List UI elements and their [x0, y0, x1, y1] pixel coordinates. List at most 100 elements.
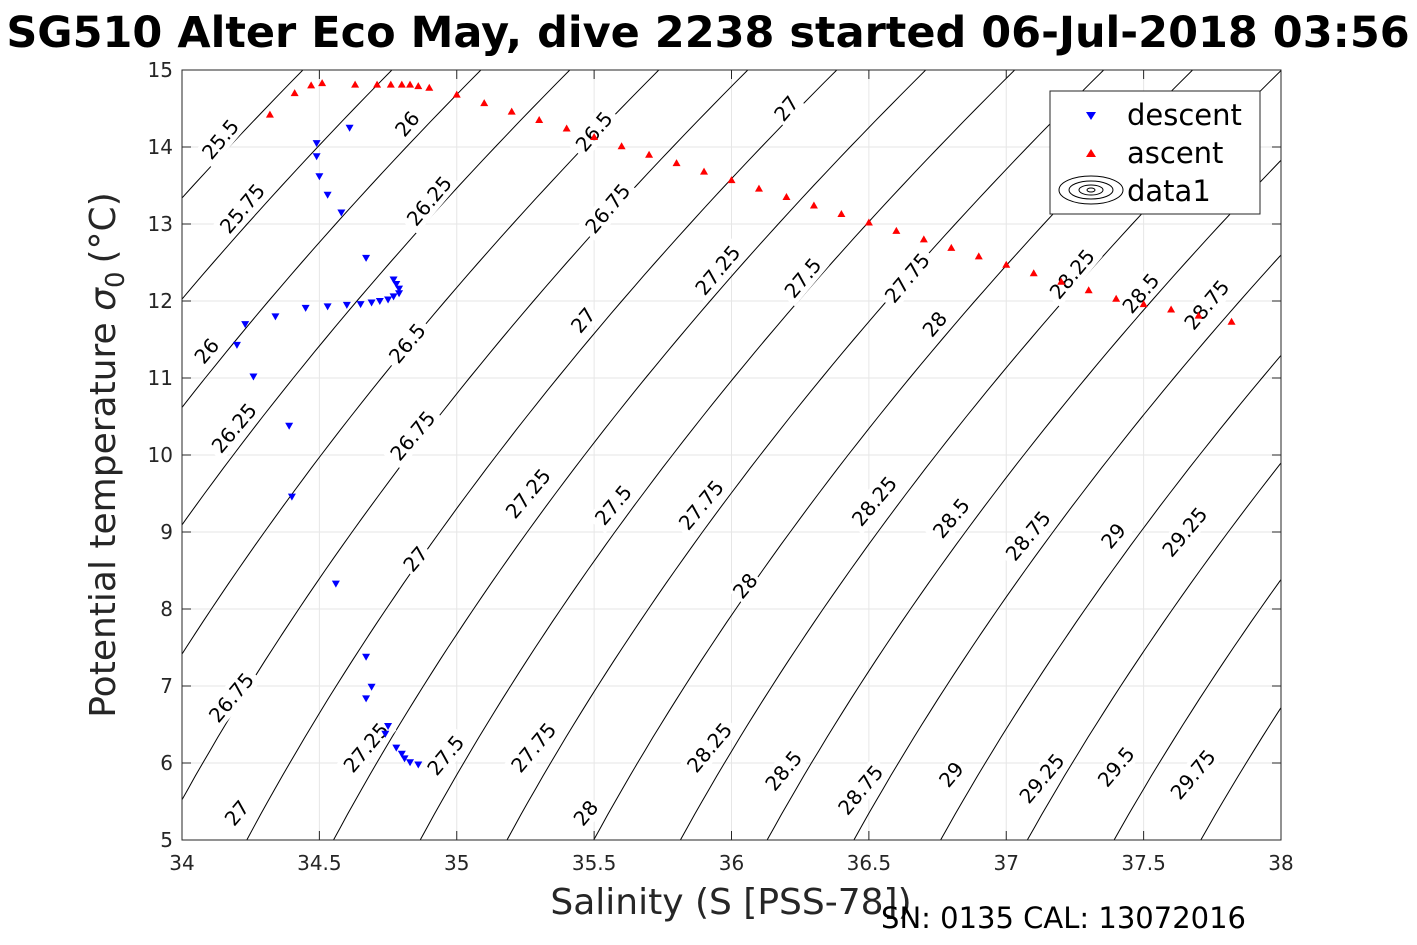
- contour-label-bg: [398, 167, 460, 234]
- contour-label-bg: [670, 472, 732, 539]
- contour-line-27-25: [333, 70, 927, 840]
- axis-ticks: 34 34.5 35 35.5 36 36.5 37 37.5 38 5 6 7 8 9 10 11 12 13 1…: [148, 58, 1294, 875]
- y-tick-label: 7: [160, 674, 173, 698]
- contour-label-bg: [201, 664, 262, 731]
- contour-line-27-75: [506, 70, 1105, 840]
- legend-descent-label: descent: [1127, 98, 1242, 132]
- descent-point: [381, 730, 390, 738]
- x-tick-label: 34.5: [297, 851, 342, 875]
- y-tick-label: 11: [148, 366, 173, 390]
- contour-label-bg: [577, 175, 639, 242]
- descent-point: [395, 290, 404, 298]
- ascent-point: [535, 116, 544, 124]
- ascent-point: [386, 80, 395, 88]
- descent-point: [389, 293, 398, 301]
- ascent-point: [562, 124, 571, 132]
- ascent-point: [373, 80, 382, 88]
- ascent-point: [290, 89, 299, 97]
- descent-series: [232, 124, 423, 769]
- ascent-point: [1057, 277, 1066, 285]
- y-tick-label: 12: [148, 289, 173, 313]
- ascent-point: [1029, 269, 1038, 277]
- ascent-point: [1194, 311, 1203, 319]
- descent-point: [323, 191, 332, 199]
- legend-box: [1049, 90, 1261, 215]
- descent-point: [362, 254, 371, 262]
- ascent-point: [507, 107, 516, 115]
- x-tick-label: 35: [444, 851, 469, 875]
- contour-line-29-25: [1026, 462, 1281, 840]
- descent-point: [337, 209, 346, 217]
- contour-label-bg: [382, 402, 444, 469]
- x-tick-label: 37: [994, 851, 1019, 875]
- legend-ascent-label: ascent: [1127, 136, 1223, 170]
- contour-label-bg: [843, 468, 905, 535]
- ascent-point: [700, 167, 709, 175]
- x-tick-label: 37.5: [1121, 851, 1166, 875]
- legend-contour-icon: [1058, 175, 1124, 205]
- contour-label-bg: [997, 502, 1059, 569]
- descent-point: [414, 761, 423, 769]
- ascent-point: [414, 82, 423, 90]
- descent-point: [312, 140, 321, 148]
- x-axis-label: Salinity (S [PSS-78]): [550, 882, 911, 923]
- descent-point: [389, 276, 398, 284]
- y-axis-label-unit: (°C): [83, 192, 124, 263]
- y-tick-label: 13: [148, 212, 173, 236]
- descent-point: [241, 321, 250, 329]
- contour-label-bg: [1041, 241, 1103, 308]
- ascent-point: [1084, 286, 1093, 294]
- contour-label-bg: [396, 539, 435, 579]
- ascent-point: [919, 235, 928, 243]
- contour-line-29-75: [1200, 706, 1281, 840]
- ascent-point: [837, 209, 846, 217]
- ascent-point: [782, 193, 791, 201]
- ascent-point: [727, 176, 736, 184]
- contour-label-bg: [586, 476, 640, 534]
- ascent-point: [672, 159, 681, 167]
- ascent-point: [1167, 305, 1176, 313]
- ascent-point: [947, 243, 956, 251]
- descent-point: [301, 304, 310, 312]
- contour-label-bg: [212, 175, 273, 242]
- contour-label-bg: [1176, 271, 1238, 338]
- contour-label-bg: [187, 331, 226, 371]
- y-tick-label: 8: [160, 597, 173, 621]
- descent-point: [232, 341, 241, 349]
- descent-point: [345, 124, 354, 132]
- contour-label-bg: [679, 714, 740, 781]
- ascent-point: [318, 79, 327, 87]
- ascent-point: [864, 218, 873, 226]
- y-axis-label-sub: 0: [101, 271, 131, 288]
- contour-label-bg: [767, 89, 806, 128]
- ascent-point: [1139, 300, 1148, 308]
- y-axis-label: Potential temperature σ0 (°C): [83, 192, 131, 718]
- descent-point: [285, 422, 294, 430]
- ascent-point: [754, 184, 763, 192]
- contour-label-bg: [567, 103, 621, 160]
- contour-label-bg: [932, 755, 971, 794]
- y-tick-label: 15: [148, 58, 173, 82]
- legend-ascent-marker: [1086, 149, 1096, 157]
- descent-point: [315, 173, 324, 181]
- contour-label-bg: [564, 301, 602, 340]
- descent-point: [375, 298, 384, 305]
- y-axis-label-sigma: σ: [83, 287, 124, 311]
- ascent-point: [351, 80, 360, 88]
- footer-serial-cal: SN: 0135 CAL: 13072016: [881, 901, 1246, 935]
- descent-point: [367, 683, 376, 691]
- contour-label-bg: [335, 714, 397, 781]
- descent-point: [287, 493, 296, 501]
- x-tick-label: 36.5: [847, 851, 892, 875]
- contour-label-bg: [497, 460, 559, 527]
- ascent-point: [425, 83, 434, 91]
- x-tick-label: 35.5: [572, 851, 617, 875]
- descent-point: [406, 759, 415, 767]
- ascent-point: [406, 80, 415, 88]
- descent-point: [397, 750, 406, 758]
- descent-point: [249, 373, 258, 381]
- ascent-point: [307, 81, 316, 89]
- ascent-point: [480, 99, 489, 107]
- contour-label-bg: [567, 793, 605, 833]
